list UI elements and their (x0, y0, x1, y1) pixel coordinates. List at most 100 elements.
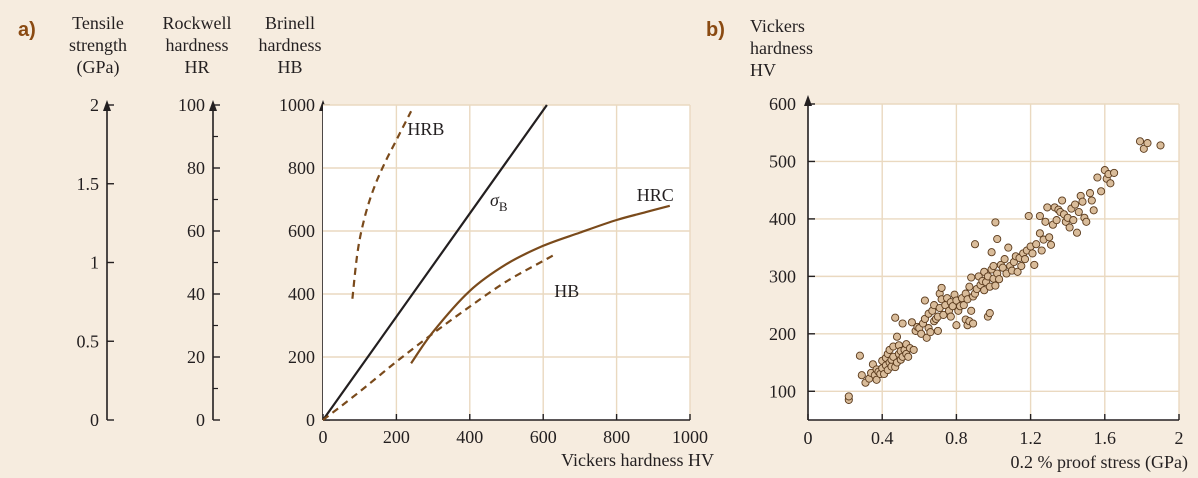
scatter-point (1072, 228, 1082, 237)
scatter-point (993, 234, 1002, 244)
tick-label: 200 (288, 347, 315, 367)
panel-a-label: a) (18, 19, 36, 41)
scatter-point (1139, 144, 1148, 153)
y-tick-label-b: 300 (769, 266, 796, 286)
scatter-point (1082, 217, 1091, 226)
series-line-hrc (410, 204, 671, 364)
scatter-point (1028, 249, 1037, 258)
scatter-point (967, 306, 976, 315)
plot-area-a: 0 200 400 600 800 1000 HRB σB HRC HB (319, 104, 708, 447)
axis-title-line: Tensile (72, 13, 124, 33)
x-tick-label-a: 600 (530, 427, 557, 447)
scatter-point (1030, 260, 1039, 269)
scatter-point (939, 310, 948, 319)
scatter-point (1097, 187, 1106, 196)
y-tick-label-b: 600 (769, 94, 796, 114)
scatter-point (904, 352, 913, 361)
scatter-point (1106, 179, 1115, 188)
scatter-point (1093, 173, 1102, 182)
scatter-point (952, 321, 961, 330)
scatter-point (917, 329, 926, 338)
scatter-point (892, 332, 902, 341)
scatter-point (891, 313, 900, 322)
scatter-point (872, 375, 881, 384)
scatter-point (922, 333, 931, 342)
axis-title-line: HB (277, 57, 302, 77)
scatter-point (1052, 216, 1061, 225)
scatter-point (1013, 267, 1022, 276)
y-axis-arrow-b (804, 95, 812, 106)
scatter-point (967, 273, 976, 282)
scatter-point (920, 296, 929, 305)
x-tick-label-b: 1.2 (1019, 428, 1042, 448)
scatter-point (937, 283, 946, 292)
panel-b-label: b) (706, 19, 725, 41)
scatter-point (933, 326, 942, 335)
scatter-point (1069, 216, 1078, 225)
scatter-point (926, 328, 935, 337)
tick-label: 40 (187, 284, 205, 304)
x-axis-title-a: Vickers hardness HV (561, 450, 714, 470)
scatter-point (1071, 200, 1080, 209)
x-tick-label-b: 1.6 (1094, 428, 1117, 448)
tick-label: 100 (178, 95, 205, 115)
scatter-point (1135, 137, 1145, 146)
y-tick-label-b: 400 (769, 209, 796, 229)
y-axis-title-b-line: hardness (750, 38, 813, 58)
tick-label: 600 (288, 221, 315, 241)
x-tick-label-a: 0 (319, 427, 328, 447)
scatter-point (1043, 203, 1052, 212)
axis-title-line: Brinell (265, 13, 315, 33)
series-label-hb: HB (554, 281, 579, 301)
axis-title-line: Rockwell (163, 13, 232, 33)
y-axis-title-b-line: Vickers (750, 16, 805, 36)
scatter-point (857, 371, 866, 380)
series-line-hb (322, 253, 555, 421)
x-tick-label-a: 200 (383, 427, 410, 447)
tick-label: 80 (187, 158, 205, 178)
tick-label: 0 (196, 410, 205, 430)
tick-label: 0 (90, 410, 99, 430)
scatter-point (844, 392, 853, 401)
scatter-point (1004, 243, 1013, 252)
scatter-point (965, 282, 974, 291)
scatter-point (998, 263, 1007, 272)
plot-background-a (323, 105, 690, 420)
tick-label: 1 (90, 253, 99, 273)
scatter-point (970, 240, 980, 249)
scatter-point (1085, 189, 1095, 198)
axis-title-line: strength (69, 35, 127, 55)
scatter-point (1065, 223, 1074, 232)
scatter-point (1035, 211, 1044, 221)
series-label-hrb: HRB (407, 119, 444, 139)
y-tick-label-b: 500 (769, 151, 796, 171)
x-tick-label-b: 2 (1175, 428, 1184, 448)
x-tick-label-a: 400 (456, 427, 483, 447)
axis-title-line: hardness (259, 35, 322, 55)
tick-label: 800 (288, 158, 315, 178)
tick-label: 0.5 (77, 331, 100, 351)
scatter-point (1046, 240, 1056, 249)
scatter-point (946, 312, 955, 321)
scatter-point (1035, 229, 1044, 238)
scatter-point (909, 345, 918, 354)
scatter-point (1020, 255, 1030, 264)
x-tick-label-b: 0 (804, 428, 813, 448)
tick-label: 400 (288, 284, 315, 304)
x-tick-label-b: 0.4 (871, 428, 894, 448)
tick-label: 60 (187, 221, 205, 241)
scatter-point (1087, 196, 1096, 205)
scatter-point (907, 318, 916, 327)
series-label-σ: σB (490, 190, 508, 214)
scatter-point (1156, 141, 1165, 150)
scatter-point (1037, 246, 1046, 255)
y-tick-label-b: 100 (769, 381, 796, 401)
scatter-point (1017, 261, 1026, 271)
x-tick-label-a: 1000 (672, 427, 708, 447)
scatter-point (991, 281, 1000, 290)
scatter-point (1089, 206, 1098, 215)
